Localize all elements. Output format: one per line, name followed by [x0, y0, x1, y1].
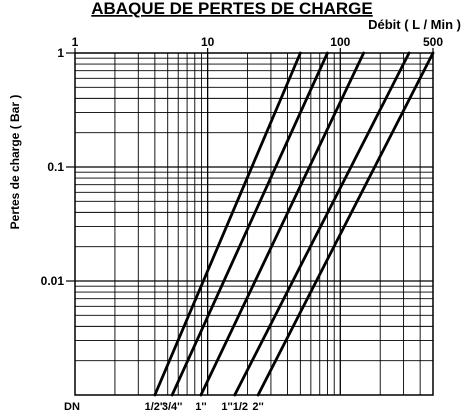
series-lines	[153, 51, 435, 397]
series-label: 3/4''	[162, 401, 183, 413]
y-axis-label: Pertes de charge ( Bar )	[8, 95, 22, 230]
series-line	[233, 51, 411, 397]
x-tick-label: 100	[330, 35, 350, 49]
x-axis-label: Débit ( L / Min )	[368, 17, 461, 32]
chart-title: ABAQUE DE PERTES DE CHARGE	[91, 0, 372, 18]
series-line	[199, 51, 366, 397]
series-labels: 1/2''3/4'' 1'' 1''1/2 2''	[145, 401, 265, 413]
y-tick-label: 1	[57, 46, 64, 60]
x-tick-label: 10	[201, 35, 215, 49]
plot-frame	[74, 52, 434, 396]
series-label: 1/2''	[145, 401, 166, 413]
series-line	[153, 51, 302, 397]
series-line	[170, 51, 329, 397]
tick-labels: 1 10 100 500 1 0.1 0.01	[41, 35, 444, 288]
x-tick-label: 500	[423, 35, 443, 49]
series-label: 1''	[195, 401, 207, 413]
y-tick-label: 0.01	[41, 274, 65, 288]
series-label: 2''	[252, 401, 264, 413]
chart-grid	[75, 53, 433, 395]
series-label: 1''1/2	[221, 401, 248, 413]
x-tick-label: 1	[72, 35, 79, 49]
series-line	[256, 51, 435, 397]
dn-prefix-label: DN	[64, 401, 80, 413]
y-tick-label: 0.1	[47, 160, 64, 174]
